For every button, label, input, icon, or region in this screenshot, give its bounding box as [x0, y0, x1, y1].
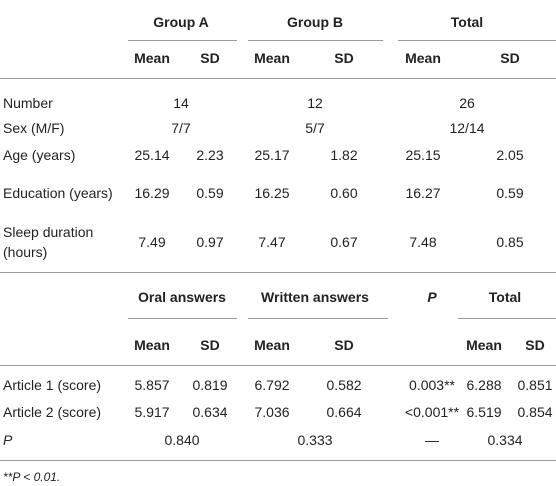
cell-value: 25.17: [254, 147, 290, 163]
row-label: Age (years): [3, 147, 76, 163]
cell-value: 7.47: [258, 234, 286, 250]
group-header: Group B: [287, 14, 343, 30]
stat-header: Mean: [134, 50, 170, 66]
group-header: Total: [488, 289, 522, 305]
rule: [248, 318, 388, 319]
stat-header: SD: [500, 50, 520, 66]
cell-value: 5.917: [134, 404, 170, 420]
cell-value: 16.25: [254, 185, 290, 201]
cell-value: 0.334: [487, 432, 523, 448]
row-label: Education (years): [3, 185, 113, 201]
cell-value: 0.582: [326, 377, 362, 393]
cell-value: 14: [173, 95, 189, 111]
cell-value: 0.85: [496, 234, 524, 250]
rule: [248, 40, 383, 41]
row-label: P: [3, 432, 13, 448]
cell-value: 6.288: [466, 377, 502, 393]
cell-value: 2.23: [196, 147, 224, 163]
footnote: **P < 0.01.: [3, 470, 61, 484]
cell-value: <0.001**: [404, 404, 460, 420]
stat-header: Mean: [405, 50, 441, 66]
cell-value: 7.49: [138, 234, 166, 250]
rule: [0, 272, 556, 273]
group-header: Total: [450, 14, 484, 30]
cell-value: 0.97: [196, 234, 224, 250]
stat-header: SD: [525, 337, 545, 353]
row-label: Article 1 (score): [3, 377, 102, 393]
row-label: Sex (M/F): [3, 120, 65, 136]
cell-value: 0.819: [192, 377, 228, 393]
cell-value: 0.67: [330, 234, 358, 250]
cell-value: 0.003**: [409, 377, 455, 393]
rule: [0, 460, 556, 461]
cell-value: 26: [459, 95, 475, 111]
group-header: Group A: [153, 14, 209, 30]
cell-value: 2.05: [496, 147, 524, 163]
rule: [0, 365, 556, 366]
cell-value: 16.29: [134, 185, 170, 201]
cell-value: 6.792: [254, 377, 290, 393]
row-label: Number: [3, 95, 53, 111]
cell-value: 0.60: [330, 185, 358, 201]
cell-value: 0.59: [196, 185, 224, 201]
cell-value: 12: [307, 95, 323, 111]
cell-value: 7.48: [409, 234, 437, 250]
rule: [0, 78, 556, 79]
cell-value: 16.27: [405, 185, 441, 201]
stat-header: SD: [200, 337, 220, 353]
cell-value: 0.664: [326, 404, 362, 420]
row-label: Article 2 (score): [3, 404, 102, 420]
stat-header: SD: [334, 337, 354, 353]
group-header: Written answers: [261, 289, 369, 305]
cell-value: 0.59: [496, 185, 524, 201]
stat-header: SD: [200, 50, 220, 66]
cell-value: 0.854: [517, 404, 553, 420]
rule: [128, 40, 237, 41]
row-label: Sleep duration (hours): [3, 224, 94, 260]
cell-value: 5/7: [305, 120, 325, 136]
cell-value: 0.851: [517, 377, 553, 393]
stat-header: Mean: [134, 337, 170, 353]
stat-header: Mean: [254, 50, 290, 66]
cell-value: 25.14: [134, 147, 170, 163]
rule: [458, 318, 556, 319]
cell-value: 25.15: [405, 147, 441, 163]
cell-value: 7.036: [254, 404, 290, 420]
stat-header: Mean: [466, 337, 502, 353]
stat-header: SD: [334, 50, 354, 66]
cell-value: 0.634: [192, 404, 228, 420]
cell-value: 0.333: [297, 432, 333, 448]
rule: [398, 40, 556, 41]
cell-value: 6.519: [466, 404, 502, 420]
cell-value: 7/7: [171, 120, 191, 136]
cell-value: 0.840: [164, 432, 200, 448]
rule: [128, 318, 237, 319]
cell-value: 1.82: [330, 147, 358, 163]
stat-header: Mean: [254, 337, 290, 353]
cell-value: —: [425, 432, 439, 448]
group-header: Oral answers: [138, 289, 226, 305]
cell-value: 5.857: [134, 377, 170, 393]
cell-value: 12/14: [449, 120, 485, 136]
group-header: P: [427, 289, 437, 305]
